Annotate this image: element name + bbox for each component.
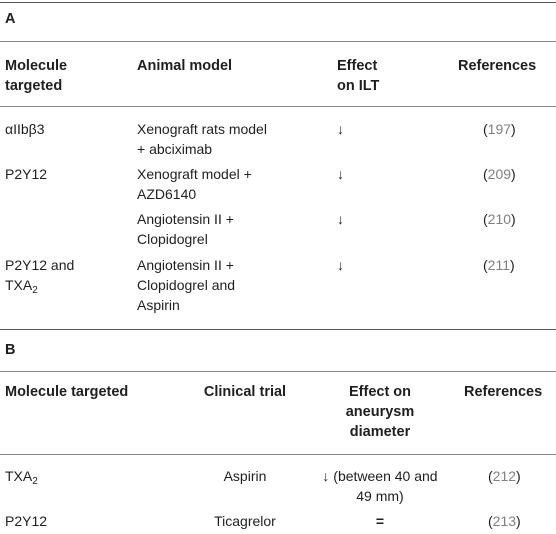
- row-a2-model: Xenograft model + AZD6140: [137, 166, 252, 202]
- header-a-rule: [0, 106, 556, 107]
- header-animal-model: Animal model: [137, 58, 233, 74]
- header-effect-on-diameter: Effect on aneurysm diameter: [345, 384, 415, 440]
- row-b1-molecule: TXA2: [5, 468, 38, 487]
- row-a3-model: Angiotensin II + Clopidogrel: [137, 211, 234, 247]
- section-b-top-rule: [0, 329, 556, 330]
- row-a2-effect: ↓: [337, 166, 344, 182]
- row-b2-molecule: P2Y12: [5, 513, 48, 529]
- section-b-rule: [0, 371, 556, 372]
- row-b2-effect: =: [375, 513, 385, 529]
- row-a1-molecule: αIIbβ3: [5, 121, 45, 137]
- row-b2-trial: Ticagrelor: [214, 513, 276, 529]
- header-b-rule: [0, 454, 556, 455]
- row-a4-effect: ↓: [337, 257, 344, 273]
- header-molecule-targeted: Molecule targeted: [5, 58, 68, 94]
- header-references-b: References: [464, 384, 543, 400]
- header-effect-on-ilt: Effect on ILT: [337, 58, 380, 94]
- reference-link[interactable]: 210: [487, 211, 512, 227]
- row-a4-reference: (211): [483, 257, 515, 273]
- row-b1-reference: (212): [488, 468, 521, 484]
- row-a3-reference: (210): [483, 211, 516, 227]
- section-a-label: A: [5, 11, 16, 27]
- section-a-rule: [0, 41, 556, 42]
- row-a2-molecule: P2Y12: [5, 166, 48, 182]
- header-molecule-targeted-b: Molecule targeted: [5, 384, 129, 400]
- row-b1-trial: Aspirin: [223, 468, 267, 484]
- row-b2-reference: (213): [488, 513, 521, 529]
- header-references: References: [458, 58, 537, 74]
- header-clinical-trial: Clinical trial: [203, 384, 287, 400]
- reference-link[interactable]: 213: [492, 513, 517, 529]
- row-a2-reference: (209): [483, 166, 516, 182]
- row-a3-effect: ↓: [337, 211, 344, 227]
- reference-link[interactable]: 197: [487, 121, 512, 137]
- reference-link[interactable]: 212: [492, 468, 517, 484]
- reference-link[interactable]: 209: [487, 166, 512, 182]
- row-a1-effect: ↓: [337, 121, 344, 137]
- row-a1-model: Xenograft rats model + abciximab: [137, 121, 267, 157]
- section-b-label: B: [5, 342, 16, 358]
- reference-link[interactable]: 211: [487, 257, 510, 273]
- row-b1-effect: ↓ (between 40 and 49 mm): [322, 468, 438, 504]
- row-a4-molecule: P2Y12 and TXA2: [5, 257, 75, 296]
- top-rule: [0, 2, 556, 3]
- row-a1-reference: (197): [483, 121, 516, 137]
- row-a4-model: Angiotensin II + Clopidogrel and Aspirin: [137, 257, 236, 313]
